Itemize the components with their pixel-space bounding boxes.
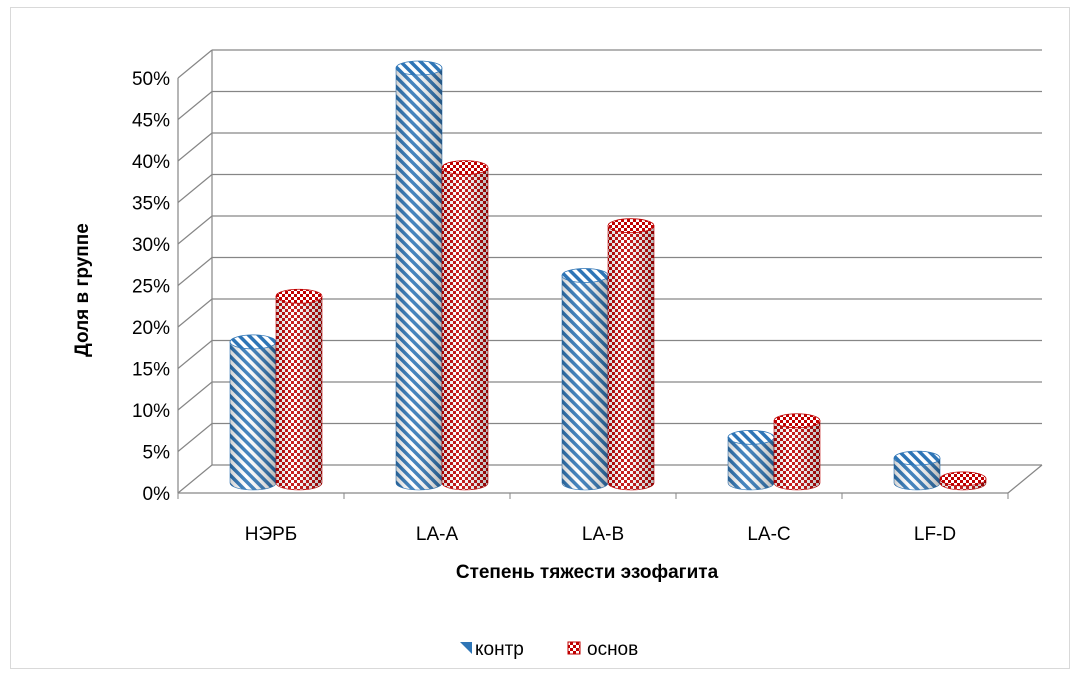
x-tick-label: LA-B [582,524,624,545]
bar-top [607,218,655,234]
x-tick-label: LA-A [416,524,459,545]
y-tick-label: 20% [132,318,170,339]
bar-top [773,413,821,429]
bar-top [939,471,987,487]
tick-labels: 0% 5% 10% 15% 20% 25% 30% 35% 40% 45% 50% НЭРБ LA-A L… [132,69,956,545]
gridline-side [177,464,213,494]
bar-shading [442,167,488,490]
bar-shading [774,420,820,490]
bar-top [229,334,277,350]
bar-top [727,429,775,445]
bar-основ-LA-A [441,160,489,491]
x-tick-label: НЭРБ [245,524,298,545]
y-tick-label: 25% [132,277,170,298]
bar-контр-LA-A [395,60,443,491]
legend-label-osnov: основ [587,639,638,660]
bar-основ-LF-D [939,471,987,491]
bar-shading [562,275,608,490]
gridline-side [177,91,213,120]
axes [177,50,1043,499]
gridline-side [177,298,213,328]
bar-основ-LA-C [773,413,821,491]
gridline-side [177,423,213,452]
floor-side-edge [1007,464,1043,494]
bar-shading [894,458,940,490]
x-axis-title: Степень тяжести эзофагита [456,562,719,583]
bar-основ-LA-B [607,218,655,491]
bar-shading [396,68,442,490]
y-tick-label: 35% [132,194,170,215]
legend-swatch-osnov [567,641,581,655]
y-tick-label: 45% [132,111,170,132]
bar-top [561,268,609,283]
chart-frame [10,7,1070,669]
bar-top [275,288,323,304]
y-tick-label: 15% [132,360,170,381]
y-tick-label: 10% [132,401,170,422]
legend-swatch-kontr [460,642,472,654]
bar-контр-LA-B [561,268,609,491]
legend-item-kontr: контр [460,639,524,660]
y-tick-label: 0% [143,484,171,505]
gridline-side [177,381,213,411]
legend: контр основ [460,639,638,660]
bar-shading [728,437,774,490]
bar-shading [276,296,322,490]
gridline-side [177,340,213,369]
legend-label-kontr: контр [475,639,524,660]
gridline-side [177,49,213,79]
y-tick-label: 5% [143,443,171,464]
bar-top [893,450,941,466]
gridline-side [177,215,213,245]
gridline-side [177,174,213,203]
gridline-side [177,257,213,286]
bar-top [441,160,489,176]
bar-контр-LF-D [893,450,941,491]
bar-контр-LA-C [727,429,775,491]
x-tick-label: LA-C [747,524,790,545]
bars [229,60,987,491]
bar-контр-НЭРБ [229,334,277,491]
x-tick-label: LF-D [914,524,956,545]
y-tick-label: 40% [132,152,170,173]
bar-shading [230,341,276,490]
bar-shading [608,225,654,490]
y-tick-label: 50% [132,69,170,90]
bar-top [395,60,443,76]
y-tick-label: 30% [132,235,170,256]
y-axis-title: Доля в группе [72,223,93,357]
gridline-side [177,132,213,162]
bar-основ-НЭРБ [275,288,323,491]
legend-item-osnov: основ [567,639,638,660]
